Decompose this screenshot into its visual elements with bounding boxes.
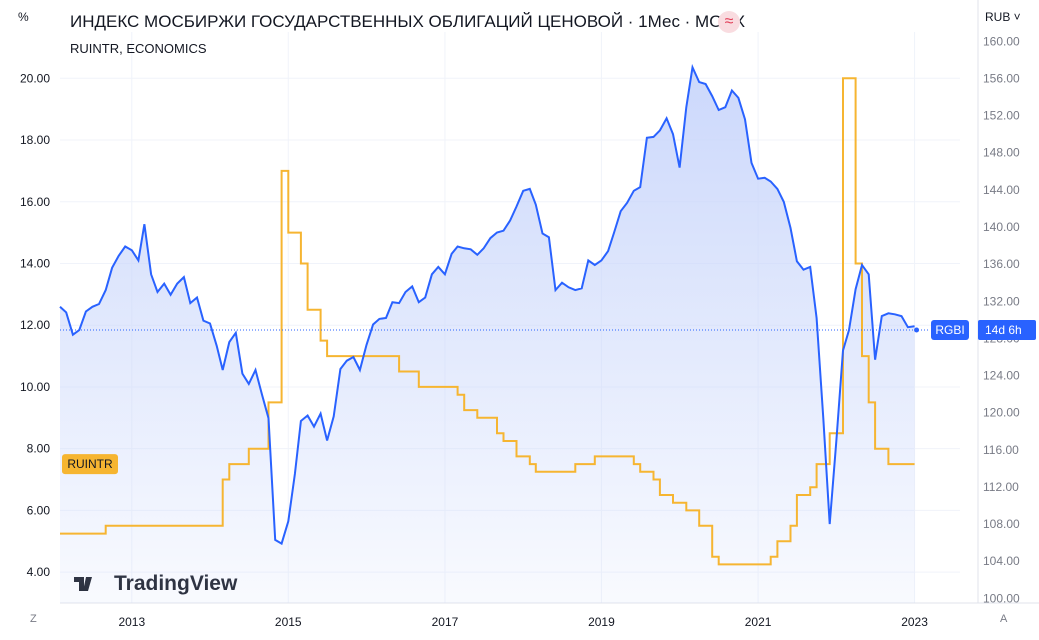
y-left-tick-label: 14.00 (20, 256, 50, 270)
y-right-tick-label: 120.00 (983, 406, 1020, 420)
y-right-tick-label: 132.00 (983, 294, 1020, 308)
rgbi-countdown-label: 14d 6h (985, 323, 1022, 337)
rgbi-countdown-tag (978, 320, 1036, 341)
zoom-reset-button[interactable]: Z (30, 613, 37, 625)
rgbi-series-line[interactable] (59, 63, 915, 546)
y-right-tick-label: 108.00 (983, 517, 1020, 531)
y-right-tick-label: 148.00 (983, 146, 1020, 160)
y-right-tick-label: 156.00 (983, 71, 1020, 85)
y-right-tick-label: 112.00 (983, 480, 1019, 494)
y-left-tick-label: 6.00 (27, 503, 51, 517)
x-tick-label: 2013 (118, 615, 145, 629)
rgbi-last-point (914, 327, 920, 333)
y-left-tick-label: 16.00 (20, 195, 50, 209)
left-axis-unit: % (18, 10, 29, 24)
ruintr-tag-label: RUINTR (67, 457, 113, 471)
y-right-tick-label: 144.00 (983, 183, 1020, 197)
rgbi-series-tag[interactable] (931, 320, 969, 341)
y-right-tick-label: 152.00 (983, 109, 1020, 123)
y-right-tick-label: 160.00 (983, 34, 1020, 48)
x-tick-label: 2017 (432, 615, 459, 629)
x-tick-label: 2019 (588, 615, 615, 629)
rgbi-tag-label: RGBI (935, 323, 964, 337)
y-right-tick-label: 136.00 (983, 257, 1020, 271)
y-right-tick-label: 140.00 (983, 220, 1020, 234)
y-right-tick-label: 104.00 (983, 554, 1020, 568)
data-delay-badge[interactable]: ≈ (718, 11, 740, 33)
chart-title: ИНДЕКС МОСБИРЖИ ГОСУДАРСТВЕННЫХ ОБЛИГАЦИ… (70, 12, 746, 31)
rgbi-area (60, 67, 915, 604)
y-right-tick-label: 116.00 (983, 443, 1019, 457)
y-right-tick-label: 124.00 (983, 369, 1020, 383)
y-left-tick-label: 20.00 (20, 71, 50, 85)
x-tick-label: 2015 (275, 615, 302, 629)
x-tick-label: 2023 (901, 615, 928, 629)
ruintr-series-tag[interactable] (62, 454, 118, 475)
y-left-tick-label: 12.00 (20, 318, 50, 332)
y-left-tick-label: 8.00 (27, 442, 51, 456)
currency-selector[interactable]: RUB ˅ (985, 10, 1021, 24)
chart-subtitle: RUINTR, ECONOMICS (70, 41, 207, 56)
ruintr-series-line[interactable] (60, 77, 915, 566)
y-left-tick-label: 18.00 (20, 133, 50, 147)
x-tick-label: 2021 (745, 615, 772, 629)
y-left-tick-label: 4.00 (27, 565, 51, 579)
y-right-tick-label: 100.00 (983, 591, 1020, 605)
auto-scale-button[interactable]: A (1000, 613, 1008, 625)
y-left-tick-label: 10.00 (20, 380, 50, 394)
